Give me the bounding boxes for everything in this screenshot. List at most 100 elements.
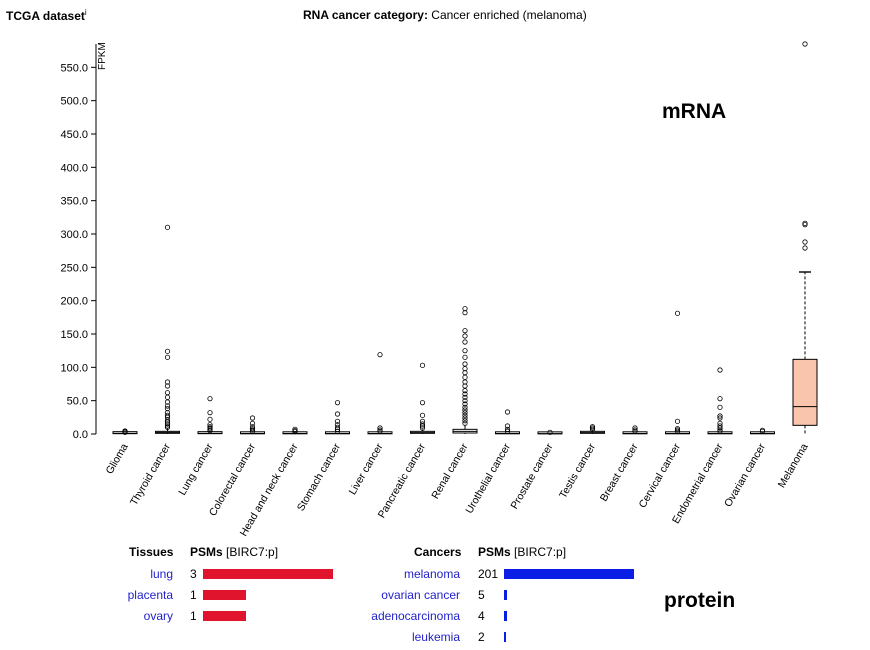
outlier-point xyxy=(164,423,171,429)
dataset-title-text: TCGA dataset xyxy=(6,9,85,23)
category-label: Ovarian cancer xyxy=(722,441,768,509)
outlier-point xyxy=(717,423,723,429)
outlier-point xyxy=(547,429,553,435)
outlier-point xyxy=(462,407,468,413)
outlier-point xyxy=(164,354,171,360)
y-tick-label: 350.0 xyxy=(60,196,88,208)
outlier-point xyxy=(419,412,426,418)
psm-bar xyxy=(203,611,246,621)
category-label: Prostate cancer xyxy=(508,441,555,511)
psm-row-name[interactable]: placenta xyxy=(127,588,173,602)
outlier-point xyxy=(589,424,596,430)
outlier-point xyxy=(462,391,468,397)
cancers-psm-table: Cancers PSMs [BIRC7:p] melanoma 201 ovaria… xyxy=(360,545,650,645)
psm-row-name[interactable]: lung xyxy=(150,567,173,581)
outlier-point xyxy=(419,425,426,431)
outlier-point xyxy=(377,427,383,433)
outlier-point xyxy=(249,420,256,426)
outlier-point xyxy=(674,418,681,424)
psm-bar xyxy=(203,590,246,600)
category-label: Colorectal cancer xyxy=(207,441,258,518)
outlier-point xyxy=(462,420,468,426)
psm-row-name[interactable]: ovarian cancer xyxy=(381,588,460,602)
psm-row-name[interactable]: leukemia xyxy=(411,630,460,644)
outlier-point xyxy=(334,418,341,424)
outlier-point xyxy=(802,239,808,245)
psm-row-name[interactable]: adenocarcinoma xyxy=(371,609,460,623)
outlier-point xyxy=(207,416,213,422)
outlier-point xyxy=(717,427,723,433)
psm-row-value: 1 xyxy=(190,609,197,623)
category-label: Liver cancer xyxy=(347,441,386,497)
outlier-point xyxy=(462,306,468,312)
outlier-point xyxy=(207,422,213,428)
outlier-point xyxy=(419,400,426,406)
y-tick-label: 550.0 xyxy=(60,62,88,74)
category-label: Stomach cancer xyxy=(295,441,344,513)
outlier-point xyxy=(462,361,468,367)
outlier-point xyxy=(462,404,468,410)
mrna-boxplot-chart: 0.0 50.0 100.0 150.0 200.0 250.0 300.0 350.0 400… xyxy=(60,41,818,539)
y-axis-label: FPKM xyxy=(97,42,108,70)
outlier-point xyxy=(334,411,341,417)
category-label: Melanoma xyxy=(776,441,811,490)
psm-row-value: 5 xyxy=(478,588,485,602)
category-label: Lung cancer xyxy=(176,441,216,497)
outlier-point xyxy=(334,400,341,406)
outlier-point xyxy=(462,388,468,394)
outlier-point xyxy=(802,41,808,47)
y-tick-label: 150.0 xyxy=(60,329,88,341)
rna-category-value: Cancer enriched (melanoma) xyxy=(431,8,587,22)
outlier-point xyxy=(419,418,426,424)
y-tick-label: 400.0 xyxy=(60,162,88,174)
y-tick-label: 100.0 xyxy=(60,362,88,374)
psm-row-name[interactable]: melanoma xyxy=(403,567,460,581)
outlier-point xyxy=(504,428,511,434)
outlier-point xyxy=(419,421,426,427)
tissues-psm-table: Tissues PSMs [BIRC7:p] lung 3 placenta 1 ova… xyxy=(110,545,350,635)
psm-row-name[interactable]: ovary xyxy=(143,609,173,623)
outlier-point xyxy=(164,406,171,412)
tissues-psms-header: PSMs [BIRC7:p] xyxy=(190,545,279,559)
outlier-point xyxy=(462,401,468,407)
outlier-point xyxy=(207,424,213,430)
outlier-point xyxy=(207,396,213,402)
cancers-psms-header: PSMs [BIRC7:p] xyxy=(478,545,567,559)
outlier-point xyxy=(759,427,766,433)
y-tick-label: 50.0 xyxy=(67,396,88,408)
outlier-point xyxy=(164,383,171,389)
outlier-point xyxy=(717,415,723,421)
category-label: Pancreatic cancer xyxy=(376,441,429,520)
y-tick-label: 300.0 xyxy=(60,229,88,241)
outlier-point xyxy=(462,383,468,389)
psm-row-value: 1 xyxy=(190,588,197,602)
outlier-point xyxy=(674,426,681,432)
outlier-point xyxy=(292,426,298,432)
outlier-point xyxy=(164,410,171,416)
outlier-point xyxy=(462,374,468,380)
outlier-point xyxy=(717,396,723,402)
outlier-point xyxy=(164,348,171,354)
outlier-point xyxy=(164,421,171,427)
category-label: Urothelial cancer xyxy=(463,441,513,516)
psm-bar xyxy=(504,590,507,600)
y-tick-label: 0.0 xyxy=(73,429,88,441)
category-label: Glioma xyxy=(104,441,131,476)
outlier-point xyxy=(632,425,638,431)
outlier-point xyxy=(462,394,468,400)
outlier-point xyxy=(504,426,511,432)
outlier-point xyxy=(674,310,681,316)
outlier-point xyxy=(462,339,468,345)
psm-row-value: 4 xyxy=(478,609,485,623)
outlier-point xyxy=(717,413,723,419)
outlier-point xyxy=(164,412,171,418)
info-icon[interactable]: i xyxy=(84,8,87,17)
dataset-title: TCGA dataseti xyxy=(6,8,87,23)
outlier-point xyxy=(462,333,468,339)
psm-bar xyxy=(504,611,507,621)
rna-category-label: RNA cancer category: xyxy=(303,8,428,22)
outlier-point xyxy=(377,352,383,358)
outlier-point xyxy=(462,354,468,360)
outlier-point xyxy=(249,426,256,432)
y-tick-label: 450.0 xyxy=(60,129,88,141)
